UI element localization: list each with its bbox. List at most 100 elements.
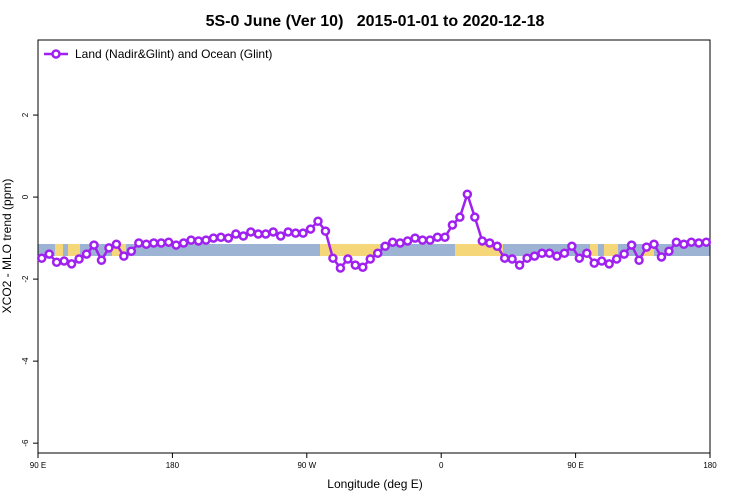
data-point xyxy=(156,238,166,248)
data-point xyxy=(470,212,480,222)
data-point xyxy=(522,253,532,263)
data-point xyxy=(119,251,129,261)
data-point xyxy=(484,238,495,248)
data-point xyxy=(499,253,510,263)
land-band xyxy=(68,244,80,256)
data-point xyxy=(507,254,517,264)
x-axis-label: Longitude (deg E) xyxy=(327,477,422,491)
y-axis-label: XCO2 - MLO trend (ppm) xyxy=(0,179,14,314)
data-point xyxy=(372,248,383,259)
data-point xyxy=(432,232,443,243)
data-point xyxy=(656,252,667,262)
y-tick-label: 0 xyxy=(21,194,30,199)
data-point xyxy=(126,246,137,256)
data-point xyxy=(462,189,473,199)
x-tick-label: 180 xyxy=(166,461,180,470)
data-point xyxy=(223,233,234,243)
data-point xyxy=(634,255,644,265)
data-point xyxy=(231,229,241,239)
data-point xyxy=(641,242,652,252)
x-tick-label: 180 xyxy=(703,461,717,470)
data-point xyxy=(193,236,204,246)
land-band xyxy=(55,244,63,256)
data-point xyxy=(96,255,107,265)
data-point xyxy=(283,227,293,237)
data-point xyxy=(477,236,488,246)
data-point xyxy=(275,231,286,241)
data-point xyxy=(51,257,62,268)
data-point xyxy=(216,232,226,243)
data-point xyxy=(671,237,682,247)
data-point xyxy=(328,253,338,263)
data-point xyxy=(455,212,465,222)
x-tick-label: 90 E xyxy=(567,461,583,470)
data-point xyxy=(611,254,622,264)
y-tick-label: -4 xyxy=(21,357,30,365)
data-point xyxy=(141,239,152,249)
data-point xyxy=(619,249,629,259)
data-point xyxy=(380,241,390,252)
data-point xyxy=(201,235,211,245)
data-point xyxy=(358,262,368,272)
data-point xyxy=(290,228,301,238)
data-point xyxy=(552,251,562,261)
data-point xyxy=(268,227,278,237)
data-point xyxy=(410,233,420,243)
data-point xyxy=(402,236,413,246)
data-point xyxy=(686,237,697,247)
chart-title: 5S-0 June (Ver 10) 2015-01-01 to 2020-12… xyxy=(206,13,545,30)
data-point xyxy=(694,238,704,248)
data-point xyxy=(253,229,264,239)
data-point xyxy=(664,246,674,256)
data-point xyxy=(36,253,47,263)
land-band xyxy=(320,244,380,256)
data-point xyxy=(343,254,353,264)
data-point xyxy=(447,220,458,230)
y-tick-label: -6 xyxy=(21,439,30,447)
legend-marker xyxy=(51,49,61,59)
x-tick-label: 90 W xyxy=(297,461,316,470)
x-tick-label: 90 E xyxy=(30,461,46,470)
data-point xyxy=(365,254,376,264)
data-point xyxy=(298,228,308,238)
data-point xyxy=(440,232,450,243)
data-point xyxy=(111,239,122,249)
land-band xyxy=(604,244,618,256)
data-point xyxy=(395,238,405,248)
data-point xyxy=(186,235,196,245)
data-point xyxy=(44,249,54,259)
data-point xyxy=(574,253,585,263)
data-point xyxy=(104,243,114,253)
data-point xyxy=(59,256,69,266)
data-point xyxy=(305,224,316,234)
data-point xyxy=(589,258,600,268)
data-point xyxy=(529,251,540,261)
data-point xyxy=(163,237,174,247)
data-point xyxy=(387,237,398,247)
data-point xyxy=(559,248,570,259)
data-point xyxy=(260,229,271,239)
data-point xyxy=(537,248,547,259)
data-point xyxy=(74,254,84,264)
data-point xyxy=(134,238,144,248)
y-tick-label: -2 xyxy=(21,275,30,283)
data-point xyxy=(514,260,525,270)
data-point xyxy=(335,263,346,273)
data-point xyxy=(626,240,637,250)
data-point xyxy=(320,226,331,236)
data-point xyxy=(246,227,256,237)
data-point xyxy=(582,248,592,259)
x-tick-label: 0 xyxy=(439,461,444,470)
data-point xyxy=(679,239,689,249)
data-point xyxy=(66,259,77,269)
data-point xyxy=(417,235,428,245)
data-point xyxy=(544,248,555,259)
data-point xyxy=(148,238,159,248)
data-point xyxy=(171,240,181,250)
data-point xyxy=(81,249,92,259)
land-band xyxy=(590,244,598,256)
data-point xyxy=(208,233,219,243)
data-point xyxy=(178,238,189,248)
